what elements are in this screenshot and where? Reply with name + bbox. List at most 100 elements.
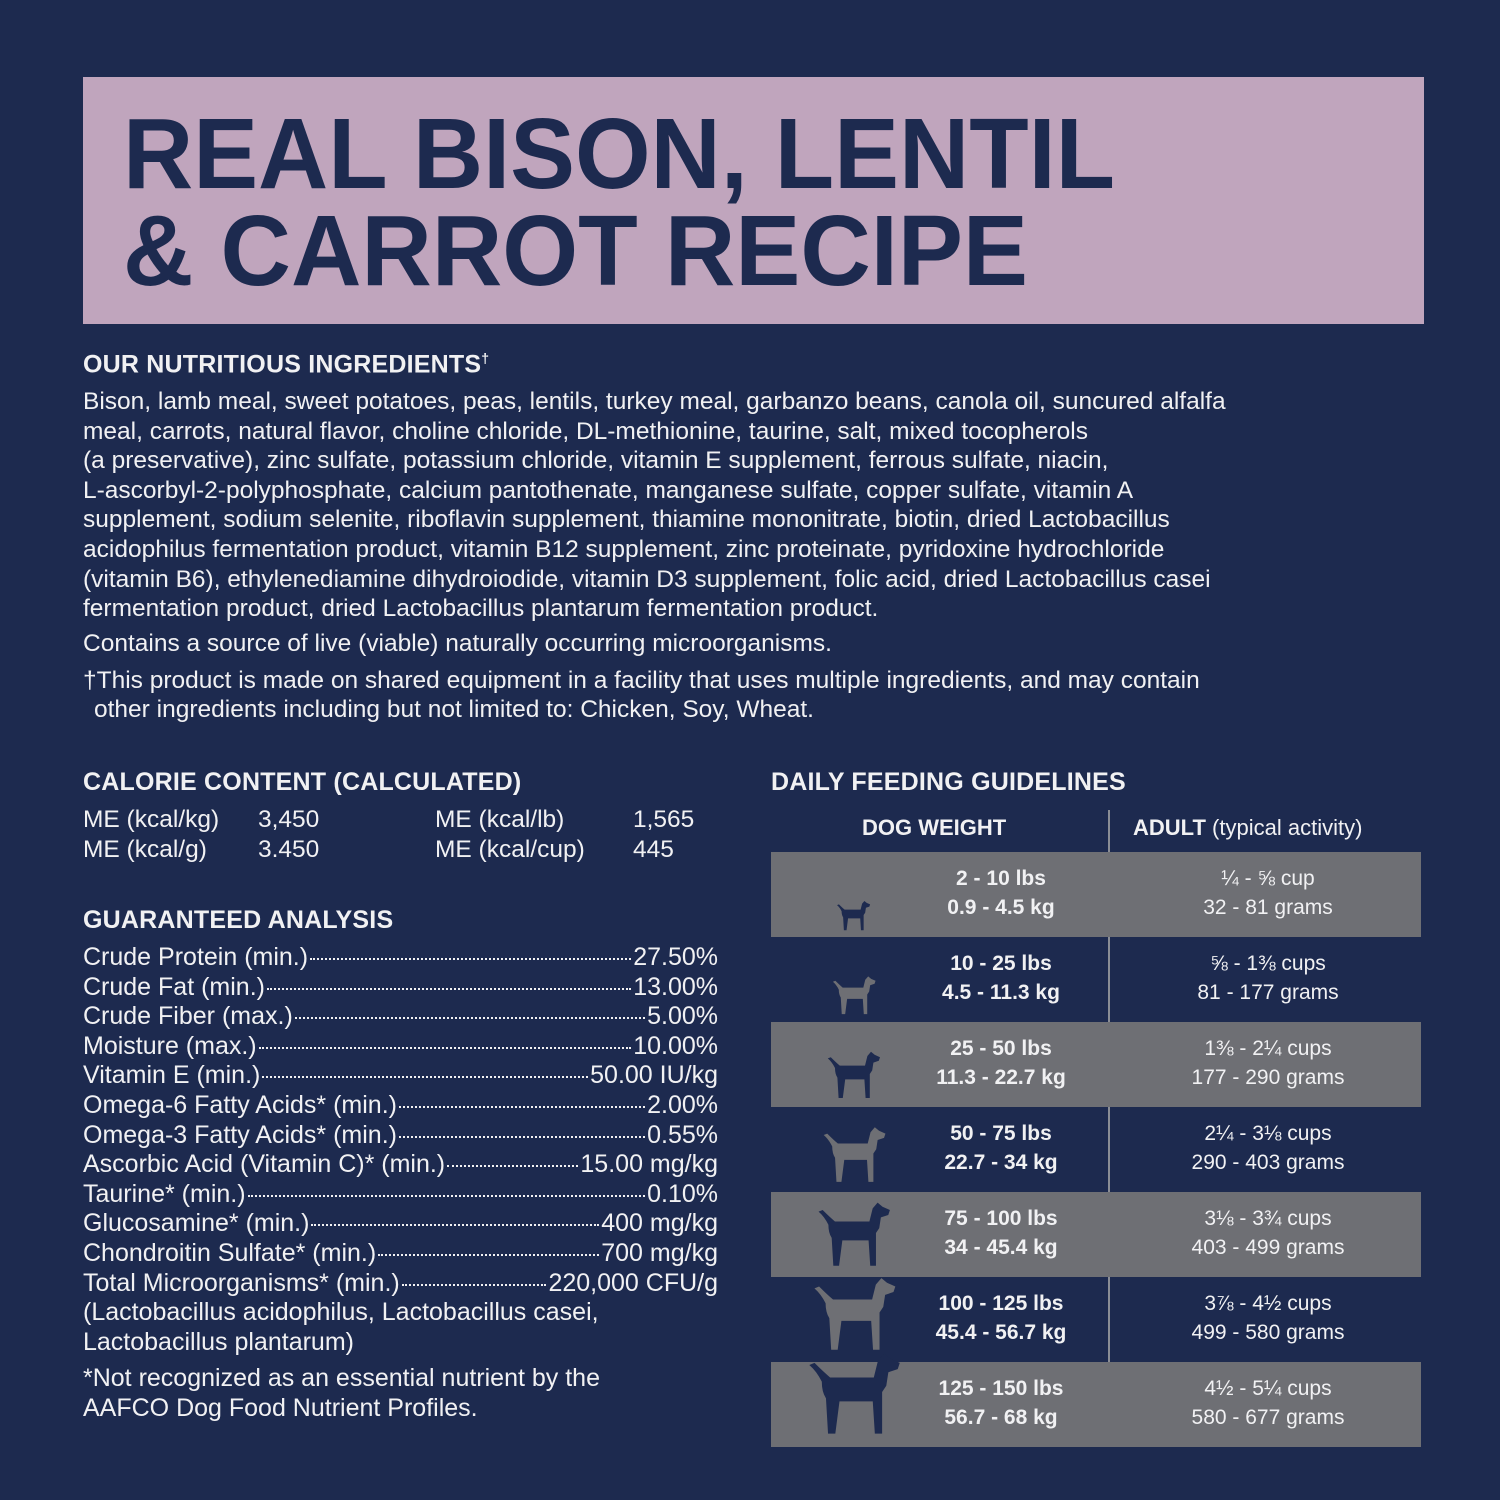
calorie-label: ME (kcal/kg) (83, 806, 220, 833)
feeding-heading: DAILY FEEDING GUIDELINES (771, 768, 1126, 796)
dot-leader (311, 1224, 600, 1227)
analysis-label: Omega-3 Fatty Acids* (min.) (83, 1120, 397, 1149)
ingredient-line: L-ascorbyl-2-polyphosphate, calcium pant… (83, 476, 1134, 504)
analysis-value: 700 mg/kg (601, 1238, 718, 1267)
ingredient-line: Bison, lamb meal, sweet potatoes, peas, … (83, 388, 1226, 415)
calorie-heading: CALORIE CONTENT (CALCULATED) (83, 768, 522, 796)
dog-icon (818, 1202, 890, 1266)
weight-kg: 4.5 - 11.3 kg (942, 981, 1060, 1004)
weight-kg: 34 - 45.4 kg (944, 1236, 1058, 1259)
analysis-value: 13.00% (633, 972, 718, 1001)
analysis-row: Vitamin E (min.) 50.00 IU/kg (83, 1061, 718, 1091)
amount-grams: 580 - 677 grams (1191, 1406, 1345, 1429)
amount-grams: 403 - 499 grams (1191, 1236, 1345, 1259)
dog-silhouette (837, 900, 871, 931)
amount-cups: 4½ - 5¼ cups (1204, 1377, 1332, 1400)
feeding-row: 10 - 25 lbs 4.5 - 11.3 kg ⅝ - 1⅜ cups 81 - … (771, 937, 1421, 1022)
dot-leader (294, 1017, 646, 1020)
amount-grams: 32 - 81 grams (1203, 896, 1333, 919)
dog-silhouette (827, 1051, 880, 1098)
weight-kg: 22.7 - 34 kg (944, 1151, 1058, 1174)
weight-kg: 0.9 - 4.5 kg (947, 896, 1055, 919)
dot-leader (398, 1105, 646, 1108)
feeding-row: 50 - 75 lbs 22.7 - 34 kg 2¼ - 3⅛ cups 290 -… (771, 1107, 1421, 1192)
ingredient-line: acidophilus fermentation product, vitami… (83, 535, 1165, 563)
dot-leader (401, 1283, 547, 1286)
title-line: & CARROT RECIPE (123, 195, 1028, 307)
analysis-row: Ascorbic Acid (Vitamin C)* (min.) 15.00 m… (83, 1150, 718, 1180)
analysis-label: Total Microorganisms* (min.) (83, 1268, 400, 1297)
title-box: REAL BISON, LENTIL & CARROT RECIPE (83, 77, 1424, 324)
calorie-label: ME (kcal/g) (83, 835, 207, 863)
ingredients-list: Bison, lamb meal, sweet potatoes, peas, … (83, 387, 1226, 624)
analysis-row: Omega-3 Fatty Acids* (min.) 0.55% (83, 1121, 718, 1151)
weight-lbs: 10 - 25 lbs (950, 952, 1052, 975)
analysis-label: Chondroitin Sulfate* (min.) (83, 1238, 377, 1267)
ingredient-line: (vitamin B6), ethylenediamine dihydroiod… (83, 565, 1211, 593)
analysis-footnote: AAFCO Dog Food Nutrient Profiles. (83, 1393, 478, 1422)
dog-icon (832, 976, 876, 1015)
analysis-value: 2.00% (647, 1090, 718, 1119)
weight-kg: 56.7 - 68 kg (944, 1406, 1058, 1429)
analysis-row: Moisture (max.) 10.00% (83, 1032, 718, 1062)
feeding-row: 75 - 100 lbs 34 - 45.4 kg 3⅛ - 3¾ cups 403 … (771, 1192, 1421, 1277)
amount-cups: 3⅛ - 3¾ cups (1204, 1207, 1332, 1230)
analysis-row: Taurine* (min.) 0.10% (83, 1180, 718, 1210)
analysis-value: 27.50% (633, 943, 718, 971)
weight-header: DOG WEIGHT (862, 815, 1007, 840)
amount-cups: ⅝ - 1⅜ cups (1210, 952, 1326, 975)
dot-leader (266, 987, 632, 990)
weight-kg: 11.3 - 22.7 kg (936, 1066, 1066, 1089)
dog-icon (813, 1278, 895, 1350)
analysis-list: Crude Protein (min.) 27.50% Crude Fat (min… (83, 943, 718, 1424)
heading-text: OUR NUTRITIOUS INGREDIENTS (83, 350, 482, 379)
analysis-label: Ascorbic Acid (Vitamin C)* (min.) (83, 1150, 446, 1179)
amount-cups: 2¼ - 3⅛ cups (1204, 1122, 1332, 1145)
weight-kg: 45.4 - 56.7 kg (935, 1321, 1067, 1344)
calorie-value: 1,565 (633, 806, 695, 833)
dog-icon (837, 900, 871, 931)
ingredients-note: Contains a source of live (viable) natur… (83, 630, 832, 657)
dot-leader (398, 1135, 646, 1138)
dog-icon (809, 1353, 900, 1434)
title-svg: REAL BISON, LENTIL & CARROT RECIPE (123, 98, 1115, 307)
amount-cups: 1⅜ - 2¼ cups (1204, 1037, 1332, 1060)
column-divider (1108, 810, 1110, 1446)
dog-icon (823, 1127, 885, 1182)
feeding-row: 100 - 125 lbs 45.4 - 56.7 kg 3⅞ - 4½ cups 4… (771, 1277, 1421, 1362)
analysis-heading: GUARANTEED ANALYSIS (83, 906, 394, 934)
dog-silhouette (823, 1127, 885, 1182)
heading-mark: † (481, 350, 490, 366)
dot-leader (247, 1194, 646, 1197)
analysis-value: 10.00% (633, 1031, 718, 1060)
amount-grams: 81 - 177 grams (1197, 981, 1339, 1004)
ingredient-line: supplement, sodium selenite, riboflavin … (83, 506, 1170, 534)
weight-lbs: 50 - 75 lbs (950, 1122, 1052, 1145)
amount-grams: 177 - 290 grams (1191, 1066, 1345, 1089)
analysis-value: 220,000 CFU/g (548, 1268, 718, 1297)
disclaimer: †This product is made on shared equipmen… (83, 667, 1200, 694)
disclaimer: other ingredients including but not limi… (94, 696, 814, 723)
ingredient-line: meal, carrots, natural flavor, choline c… (83, 417, 1088, 445)
ingredient-line: fermentation product, dried Lactobacillu… (83, 595, 879, 623)
analysis-row: Glucosamine* (min.) 400 mg/kg (83, 1209, 718, 1239)
title-line: REAL BISON, LENTIL (123, 98, 1115, 210)
weight-lbs: 75 - 100 lbs (944, 1207, 1058, 1230)
analysis-row: Omega-6 Fatty Acids* (min.) 2.00% (83, 1091, 718, 1121)
analysis-label: Taurine* (min.) (83, 1179, 246, 1208)
dog-silhouette (813, 1278, 895, 1350)
analysis-label: Moisture (max.) (83, 1031, 257, 1060)
adult-note: (typical activity) (1212, 815, 1363, 840)
analysis-row: Crude Fiber (max.) 5.00% (83, 1002, 718, 1032)
adult-label: ADULT (1133, 815, 1206, 840)
weight-lbs: 25 - 50 lbs (950, 1037, 1052, 1060)
feeding-row: 125 - 150 lbs 56.7 - 68 kg 4½ - 5¼ cups 580… (771, 1353, 1421, 1447)
analysis-value: 15.00 mg/kg (580, 1150, 718, 1179)
ingredient-line: (a preservative), zinc sulfate, potassiu… (83, 447, 1109, 475)
ingredients-heading: OUR NUTRITIOUS INGREDIENTS† (83, 350, 489, 379)
feeding-row: 2 - 10 lbs 0.9 - 4.5 kg ¼ - ⅝ cup 32 - 81 g… (771, 852, 1421, 937)
dog-icon (827, 1051, 880, 1098)
analysis-value: 0.55% (647, 1120, 718, 1149)
